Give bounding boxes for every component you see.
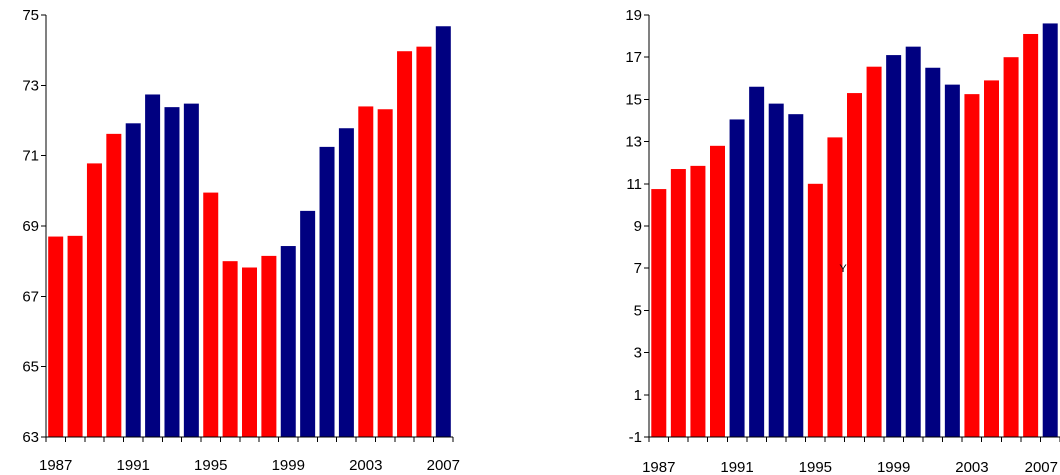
- bar-2003: [964, 94, 980, 438]
- bar-1997: [847, 93, 862, 437]
- bar-1998: [261, 255, 277, 437]
- bar-1989: [690, 165, 706, 437]
- y-tick-label: 67: [22, 288, 39, 305]
- bar-2001: [319, 146, 335, 438]
- bar-2002: [338, 128, 354, 438]
- x-tick-label: 1987: [39, 457, 72, 474]
- y-tick-label: 3: [634, 345, 642, 362]
- bar-2000: [300, 210, 316, 437]
- y-tick-label: 13: [625, 134, 642, 151]
- bar-1995: [807, 183, 823, 437]
- bar-2006: [1023, 33, 1039, 438]
- bar-1996: [827, 137, 843, 437]
- bar-2004: [984, 80, 999, 437]
- y-tick-label: 69: [22, 218, 39, 235]
- bar-1989: [86, 163, 102, 437]
- y-tick-label: 5: [634, 302, 642, 319]
- bar-2007: [1042, 23, 1058, 437]
- x-tick-label: 2003: [349, 457, 382, 474]
- y-tick-label: 73: [22, 77, 39, 94]
- y-tick-label: 63: [22, 429, 39, 446]
- bar-2003: [358, 106, 374, 438]
- bar-1999: [886, 55, 902, 438]
- bar-1992: [145, 94, 161, 437]
- x-tick-label: 2003: [955, 459, 988, 475]
- bar-1988: [67, 235, 83, 437]
- y-tick-label: 65: [22, 359, 39, 376]
- y-tick-label: 71: [22, 148, 39, 165]
- bar-2006: [416, 46, 432, 438]
- bar-2004: [377, 109, 393, 437]
- bar-2005: [1003, 57, 1019, 437]
- bar-1995: [203, 192, 219, 437]
- bar-1997: [242, 267, 257, 437]
- bar-2002: [944, 84, 960, 437]
- y-tick-label: 19: [625, 7, 642, 24]
- bar-1993: [768, 103, 784, 438]
- bar-1992: [749, 86, 765, 438]
- chart-left: 63 65 67 69 71 73 75 1987 1991 1995 1999 2003 2007: [22, 7, 460, 474]
- y-tick-label: -1: [629, 429, 642, 446]
- x-tick-label: 1999: [272, 457, 305, 474]
- x-tick-label: 1995: [194, 457, 227, 474]
- x-tick-label: 2007: [427, 457, 460, 474]
- y-tick-label: 1: [634, 387, 642, 404]
- bar-1994: [788, 114, 804, 438]
- bar-1988: [670, 169, 686, 437]
- bar-1991: [729, 119, 745, 437]
- bar-2000: [905, 46, 921, 438]
- bar-1990: [106, 133, 122, 438]
- bar-1991: [125, 123, 141, 437]
- x-tick-label: 1991: [117, 457, 150, 474]
- y-tick-label: 9: [634, 218, 642, 235]
- chart-annotation: Y: [839, 263, 847, 275]
- bar-1998: [866, 66, 882, 437]
- bar-1990: [710, 145, 725, 437]
- bar-1987: [651, 189, 667, 437]
- x-tick-label: 1995: [799, 459, 832, 475]
- x-tick-label: 1987: [642, 459, 675, 475]
- bar-1993: [164, 107, 180, 437]
- x-tick-label: 1991: [720, 459, 753, 475]
- y-tick-label: 15: [625, 91, 642, 108]
- bar-2005: [397, 51, 413, 437]
- bar-1999: [280, 246, 296, 437]
- y-tick-label: 17: [625, 49, 642, 66]
- y-tick-label: 11: [626, 176, 642, 193]
- bar-1996: [222, 261, 238, 437]
- bar-1994: [183, 103, 199, 438]
- bar-2001: [925, 67, 941, 437]
- bar-1987: [48, 236, 64, 437]
- bar-2007: [435, 26, 451, 437]
- x-tick-label: 2007: [1025, 459, 1058, 475]
- y-tick-label: 7: [634, 260, 642, 277]
- y-tick-label: 75: [22, 7, 39, 24]
- x-tick-label: 1999: [877, 459, 910, 475]
